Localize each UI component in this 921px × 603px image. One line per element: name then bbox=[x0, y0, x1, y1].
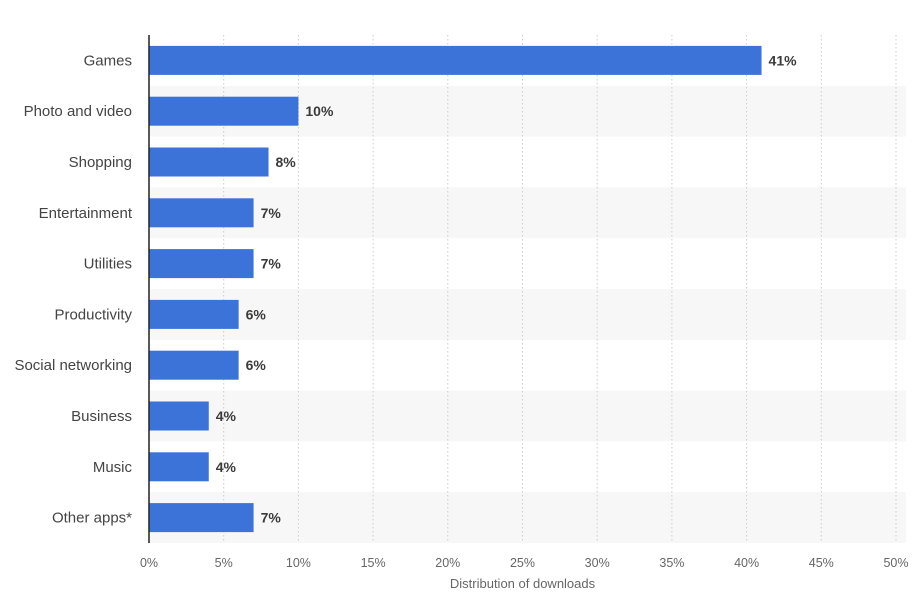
x-tick-label: 30% bbox=[585, 556, 610, 570]
bar bbox=[149, 96, 299, 126]
category-labels: Games Photo and video Shopping Entertainmen… bbox=[14, 52, 132, 526]
bar bbox=[149, 198, 254, 228]
x-axis-title: Distribution of downloads bbox=[450, 576, 596, 591]
bar bbox=[149, 45, 762, 75]
bar bbox=[149, 503, 254, 533]
data-label: 41% bbox=[769, 52, 798, 68]
x-tick-label: 15% bbox=[361, 556, 386, 570]
category-label: Games bbox=[84, 52, 132, 69]
x-tick-label: 45% bbox=[809, 556, 834, 570]
x-tick-label: 5% bbox=[215, 556, 233, 570]
category-label: Productivity bbox=[54, 306, 132, 323]
bar bbox=[149, 401, 209, 431]
x-tick-labels: 0% 5% 10% 15% 20% 25% 30% 35% 40% 45% 50% bbox=[140, 556, 909, 570]
data-label: 4% bbox=[216, 408, 237, 424]
x-tick-label: 0% bbox=[140, 556, 158, 570]
x-tick-label: 20% bbox=[435, 556, 460, 570]
bar bbox=[149, 299, 239, 329]
x-tick-label: 50% bbox=[883, 556, 908, 570]
data-label: 7% bbox=[261, 256, 282, 272]
data-label: 6% bbox=[246, 357, 267, 373]
category-label: Utilities bbox=[84, 256, 132, 273]
x-tick-label: 40% bbox=[734, 556, 759, 570]
value-labels: 41% 10% 8% 7% 7% 6% 6% 4% 4% 7% bbox=[216, 52, 797, 525]
category-label: Photo and video bbox=[24, 103, 132, 120]
bar bbox=[149, 452, 209, 482]
x-tick-label: 35% bbox=[659, 556, 684, 570]
x-tick-label: 10% bbox=[286, 556, 311, 570]
row-band bbox=[149, 289, 906, 340]
data-label: 10% bbox=[305, 103, 334, 119]
category-label: Music bbox=[93, 459, 133, 476]
data-label: 8% bbox=[276, 154, 297, 170]
category-label: Entertainment bbox=[39, 205, 133, 222]
row-band bbox=[149, 390, 906, 442]
x-tick-label: 25% bbox=[510, 556, 535, 570]
category-label: Shopping bbox=[69, 154, 132, 171]
row-bands bbox=[149, 85, 906, 543]
bar bbox=[149, 249, 254, 279]
bar bbox=[149, 147, 269, 177]
data-label: 7% bbox=[261, 510, 282, 526]
bars bbox=[149, 45, 762, 533]
data-label: 6% bbox=[246, 306, 267, 322]
category-label: Business bbox=[71, 408, 132, 425]
data-label: 7% bbox=[261, 205, 282, 221]
data-label: 4% bbox=[216, 459, 237, 475]
bar bbox=[149, 350, 239, 380]
row-band bbox=[149, 492, 906, 543]
row-band bbox=[149, 187, 906, 239]
category-label: Other apps* bbox=[52, 510, 132, 527]
category-label: Social networking bbox=[14, 357, 132, 374]
